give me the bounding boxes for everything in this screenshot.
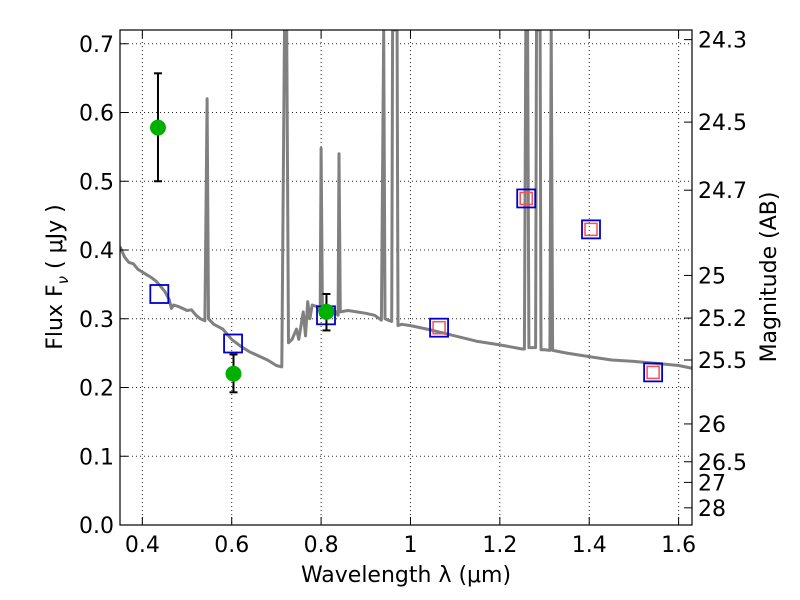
model-point-square xyxy=(149,284,170,304)
y-tick-label: 0.1 xyxy=(79,445,114,470)
x-tick-label: 1.6 xyxy=(661,533,696,558)
data-points xyxy=(149,72,664,394)
grid xyxy=(120,30,692,525)
y-axis-label-unit: ( μJy ) xyxy=(43,204,68,276)
right-tick-label: 25.2 xyxy=(698,307,747,332)
plot-frame xyxy=(119,29,693,526)
model-point-inner-square xyxy=(584,222,598,237)
y-axis-label: Flux Fν ( μJy ) xyxy=(43,204,72,349)
x-axis-label: Wavelength λ (μm) xyxy=(301,563,511,588)
model-point-square xyxy=(581,219,601,240)
y-tick-label: 0.3 xyxy=(79,308,114,333)
right-tick-label: 24.5 xyxy=(698,111,747,136)
axis-ticks: 0.4 0.6 0.8 1 1.2 1.4 1.6 0.0 0.1 0.2 0.3 0.4 0.5 0.6… xyxy=(79,29,747,558)
x-tick-label: 1 xyxy=(403,533,417,558)
x-tick-label: 0.6 xyxy=(214,533,249,558)
model-point-square xyxy=(643,362,664,383)
sed-spectrum-line xyxy=(120,30,692,370)
sed-model xyxy=(120,30,692,370)
model-point-square xyxy=(223,333,243,354)
observed-point xyxy=(225,365,242,382)
y-tick-label: 0.4 xyxy=(79,239,114,264)
y-tick-label: 0.2 xyxy=(79,377,114,402)
right-tick-label: 24.7 xyxy=(698,179,747,204)
y-tick-label: 0.6 xyxy=(79,102,114,127)
svg-text:Flux Fν ( μJy ): Flux Fν ( μJy ) xyxy=(43,204,72,349)
y-tick-label: 0.0 xyxy=(79,514,114,539)
y-axis-label-main: Flux F xyxy=(43,284,68,349)
x-tick-label: 1.2 xyxy=(482,533,517,558)
right-tick-label: 27 xyxy=(698,471,726,496)
model-point-inner-square xyxy=(519,191,533,206)
x-tick-label: 0.8 xyxy=(304,533,339,558)
model-point-inner-square xyxy=(432,320,446,335)
model-point-square xyxy=(429,317,449,338)
right-tick-label: 28 xyxy=(698,497,726,522)
right-tick-label: 26 xyxy=(698,413,726,438)
y-tick-label: 0.5 xyxy=(79,170,114,195)
right-tick-label: 25.5 xyxy=(698,349,747,374)
model-point-inner-square xyxy=(646,365,660,380)
observed-point xyxy=(149,119,166,136)
x-tick-label: 1.4 xyxy=(572,533,607,558)
right-tick-label: 24.3 xyxy=(698,29,747,54)
svg-text:Magnitude (AB): Magnitude (AB) xyxy=(757,192,782,363)
right-tick-label: 25 xyxy=(698,264,726,289)
right-tick-label: 26.5 xyxy=(698,451,747,476)
x-tick-label: 0.4 xyxy=(125,533,160,558)
y-axis-label-sub: ν xyxy=(54,276,72,284)
right-axis-label: Magnitude (AB) xyxy=(757,192,782,363)
y-tick-label: 0.7 xyxy=(79,33,114,58)
observed-point xyxy=(318,303,335,320)
model-point-square xyxy=(516,188,537,209)
